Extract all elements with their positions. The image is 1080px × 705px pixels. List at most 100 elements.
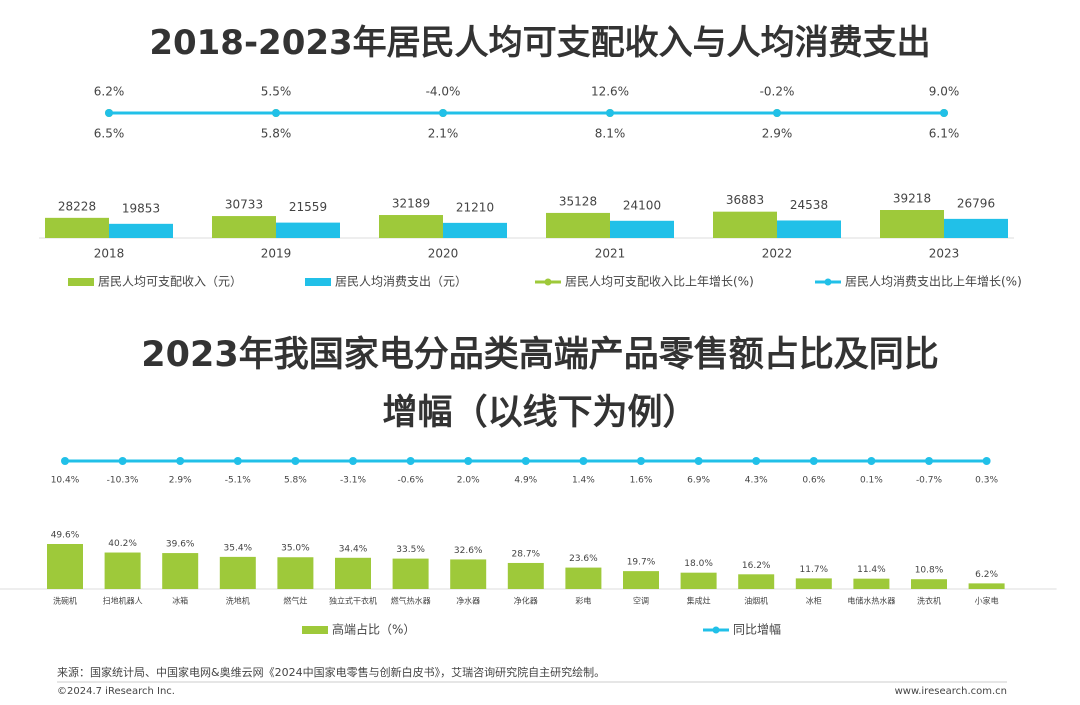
bar	[507, 562, 544, 589]
x-tick-label: 空调	[633, 596, 649, 606]
line-point	[291, 457, 300, 465]
value-label: 30733	[225, 198, 263, 212]
bar	[968, 583, 1005, 589]
value-label: 10.8%	[915, 566, 944, 576]
value-label: 34.4%	[339, 544, 368, 554]
bar	[276, 222, 340, 238]
value-label: 8.1%	[595, 127, 626, 141]
line-point	[464, 457, 473, 465]
value-label: 32189	[392, 197, 430, 211]
bar	[610, 220, 674, 238]
line-point	[637, 457, 645, 465]
bar	[219, 556, 256, 589]
value-label: 2.9%	[169, 476, 192, 486]
x-tick-label: 2021	[595, 247, 626, 261]
line-point	[925, 457, 933, 465]
value-label: 6.2%	[94, 85, 125, 99]
line-point	[176, 457, 185, 465]
value-label: 26796	[957, 196, 995, 210]
x-tick-label: 2022	[762, 247, 793, 261]
line-point	[105, 109, 113, 117]
value-label: -0.7%	[916, 476, 943, 486]
x-tick-label: 冰箱	[172, 596, 188, 606]
value-label: 39.6%	[166, 540, 195, 550]
bar	[853, 578, 890, 589]
value-label: 4.9%	[514, 476, 537, 486]
value-label: -0.2%	[760, 85, 795, 99]
value-label: 35128	[559, 194, 597, 208]
line-point	[867, 457, 876, 465]
x-tick-label: 洗衣机	[917, 596, 941, 606]
value-label: 5.5%	[261, 85, 292, 99]
value-label: 10.4%	[51, 476, 80, 486]
x-tick-label: 洗地机	[226, 596, 250, 606]
value-label: 21210	[456, 200, 494, 214]
value-label: 36883	[726, 193, 764, 207]
value-label: 28.7%	[512, 549, 541, 559]
bar	[109, 223, 173, 238]
value-label: 32.6%	[454, 546, 483, 556]
line-point	[521, 457, 530, 465]
legend-swatch	[712, 626, 720, 634]
bar	[623, 571, 659, 589]
bar	[47, 544, 83, 589]
x-tick-label: 彩电	[575, 596, 591, 606]
value-label: 9.0%	[929, 85, 960, 99]
x-tick-label: 冰柜	[806, 596, 822, 606]
x-tick-label: 净水器	[456, 596, 480, 606]
line-point	[233, 457, 242, 465]
bar	[795, 578, 832, 589]
bar	[713, 211, 777, 238]
value-label: 28228	[58, 199, 96, 213]
value-label: 1.6%	[630, 476, 653, 486]
legend-swatch	[302, 626, 328, 634]
value-label: 6.1%	[929, 127, 960, 141]
value-label: 12.6%	[591, 85, 629, 99]
bar	[392, 558, 429, 589]
x-tick-label: 独立式干衣机	[329, 596, 377, 606]
bar	[45, 217, 109, 238]
bar	[443, 222, 507, 238]
value-label: 0.6%	[802, 476, 825, 486]
legend-label: 同比增幅	[733, 622, 781, 637]
value-label: 19853	[122, 201, 160, 215]
x-tick-label: 小家电	[975, 596, 999, 606]
line-point	[606, 109, 614, 117]
x-tick-label: 2019	[261, 247, 292, 261]
bar	[450, 559, 487, 589]
line-point	[439, 109, 447, 117]
x-tick-label: 燃气热水器	[391, 596, 431, 606]
value-label: -10.3%	[107, 476, 139, 486]
bar	[565, 567, 602, 589]
bar	[880, 210, 944, 238]
value-label: 6.9%	[687, 476, 710, 486]
bar	[680, 572, 717, 589]
line-point	[61, 457, 69, 465]
bar	[104, 552, 141, 589]
line-point	[272, 109, 280, 117]
value-label: 35.0%	[281, 544, 310, 554]
value-label: 18.0%	[684, 559, 713, 569]
value-label: 2.1%	[428, 127, 459, 141]
value-label: 19.7%	[627, 558, 656, 568]
bar	[212, 216, 276, 238]
value-label: 6.5%	[94, 127, 125, 141]
value-label: -3.1%	[340, 476, 367, 486]
bar	[162, 553, 199, 589]
legend-label: 居民人均消费支出（元）	[335, 275, 467, 289]
line-point	[406, 457, 415, 465]
legend-label: 居民人均消费支出比上年增长(%)	[845, 275, 1022, 289]
x-tick-label: 集成灶	[687, 596, 711, 606]
value-label: 21559	[289, 200, 327, 214]
value-label: 2.0%	[457, 476, 480, 486]
value-label: 23.6%	[569, 554, 598, 564]
value-label: 6.2%	[975, 570, 998, 580]
x-tick-label: 净化器	[514, 596, 538, 606]
x-tick-label: 燃气灶	[283, 596, 307, 606]
value-label: 39218	[893, 192, 931, 206]
bar	[379, 215, 443, 238]
value-label: -4.0%	[426, 85, 461, 99]
legend-swatch	[305, 278, 331, 286]
bar	[546, 212, 610, 238]
